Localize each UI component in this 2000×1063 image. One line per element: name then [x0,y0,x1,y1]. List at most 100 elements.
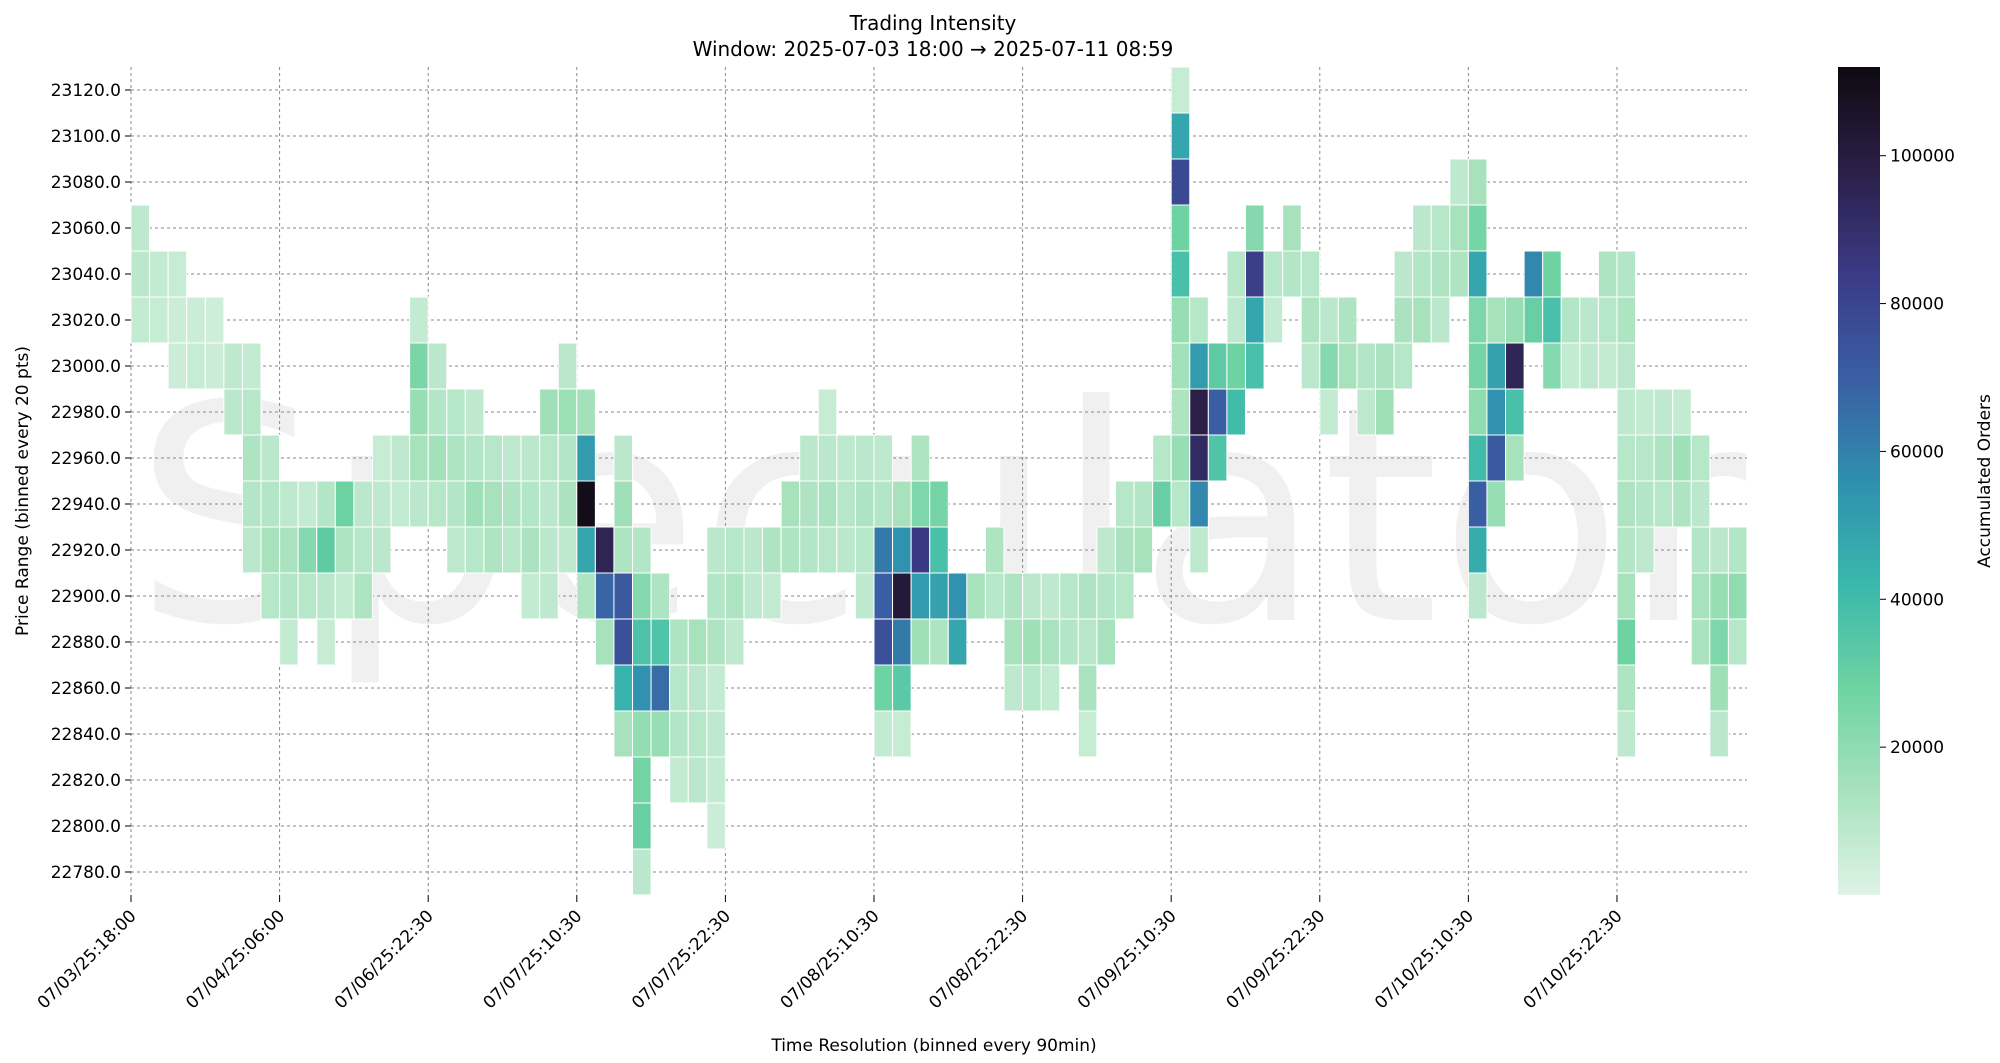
heatmap-cell [706,526,726,574]
heatmap-cell [557,342,578,390]
heatmap-cell [910,526,931,574]
heatmap-cell [632,802,652,850]
x-tick-label: 07/09/25:10:30 [1074,906,1181,1013]
heatmap-cell [947,618,968,666]
x-tick-label: 07/07/25:22:30 [628,906,735,1013]
heatmap-cell [632,572,652,620]
heatmap-cell [241,388,262,436]
heatmap-cell [706,664,726,712]
heatmap-cell [892,572,912,620]
heatmap-cell [1096,572,1116,620]
heatmap-cell [929,618,949,666]
heatmap-cell [669,710,689,758]
heatmap-cell [1319,342,1339,390]
heatmap-cell [613,526,634,574]
y-tick-label: 22840.0 [51,725,121,745]
heatmap-cell [1486,434,1507,482]
y-tick-label: 23060.0 [51,219,121,239]
heatmap-cell [1393,342,1414,390]
heatmap-cell [632,618,652,666]
heatmap-cell [613,618,634,666]
heatmap-cell [1170,158,1191,206]
heatmap-cell [1375,388,1395,436]
heatmap-cell [204,342,225,390]
heatmap-cell [910,480,931,528]
heatmap-cell [1727,526,1748,574]
heatmap-cell [669,618,689,666]
colorbar-tick-label: 20000 [1890,738,1944,758]
heatmap-cell [1170,342,1191,390]
heatmap-cell [1523,250,1544,298]
heatmap-cell [669,664,689,712]
colorbar-tick-label: 40000 [1890,590,1944,610]
heatmap-cell [873,480,894,528]
heatmap-cell [1244,296,1265,344]
y-tick-label: 23040.0 [51,265,121,285]
x-tick-label: 07/07/25:10:30 [480,906,587,1013]
x-tick-label: 07/03/25:18:00 [34,906,141,1013]
heatmap-cell [1672,434,1692,482]
heatmap-cell [817,434,838,482]
heatmap-cell [799,434,819,482]
heatmap-cell [334,572,355,620]
heatmap-cell [984,526,1005,574]
heatmap-cell [1709,618,1729,666]
heatmap-cell [241,342,262,390]
heatmap-cell [687,710,708,758]
heatmap-cell [576,480,596,528]
heatmap-cell [1319,388,1339,436]
heatmap-cell [316,618,336,666]
heatmap-cell [1523,296,1544,344]
heatmap-cell [1096,618,1116,666]
heatmap-cell [130,296,151,344]
heatmap-cell [650,710,671,758]
y-tick-label: 23080.0 [51,173,121,193]
heatmap-cell [1542,296,1562,344]
heatmap-cell [669,756,689,804]
heatmap-cell [1077,664,1098,712]
heatmap-cell [1467,434,1488,482]
heatmap-cell [279,526,299,574]
heatmap-cell [687,756,708,804]
heatmap-cell [371,434,392,482]
heatmap-cell [186,296,206,344]
heatmap-cell [1616,388,1637,436]
heatmap-cell [1616,526,1637,574]
heatmap-cell [632,664,652,712]
heatmap-cell [1189,296,1209,344]
heatmap-cell [427,480,448,528]
heatmap-cell [1207,342,1228,390]
heatmap-cell [1114,480,1135,528]
heatmap-cell [427,434,448,482]
y-axis-label: Price Range (binned every 20 pts) [13,346,33,636]
heatmap-cell [892,664,912,712]
heatmap-cell [1300,250,1321,298]
heatmap-cell [632,848,652,896]
heatmap-cell [743,572,764,620]
heatmap-cell [687,618,708,666]
heatmap-cell [1244,342,1265,390]
heatmap-cell [1356,342,1377,390]
heatmap-cell [334,526,355,574]
heatmap-cell [632,710,652,758]
heatmap-cell [539,388,559,436]
heatmap-cell [1207,388,1228,436]
heatmap-cell [1337,296,1358,344]
heatmap-cell [780,526,801,574]
heatmap-cell [1226,296,1246,344]
heatmap-cell [241,526,262,574]
heatmap-cell [984,572,1005,620]
heatmap-cell [1189,526,1209,574]
heatmap-cell [409,388,429,436]
heatmap-cell [1690,434,1711,482]
heatmap-cell [929,572,949,620]
heatmap-cell [1393,250,1414,298]
heatmap-cell [650,572,671,620]
heatmap-cell [1467,388,1488,436]
y-tick-label: 22780.0 [51,863,121,883]
heatmap-cell [706,710,726,758]
heatmap-cell [1170,388,1191,436]
heatmap-cell [1319,296,1339,344]
heatmap-cell [557,388,578,436]
heatmap-cell [557,434,578,482]
